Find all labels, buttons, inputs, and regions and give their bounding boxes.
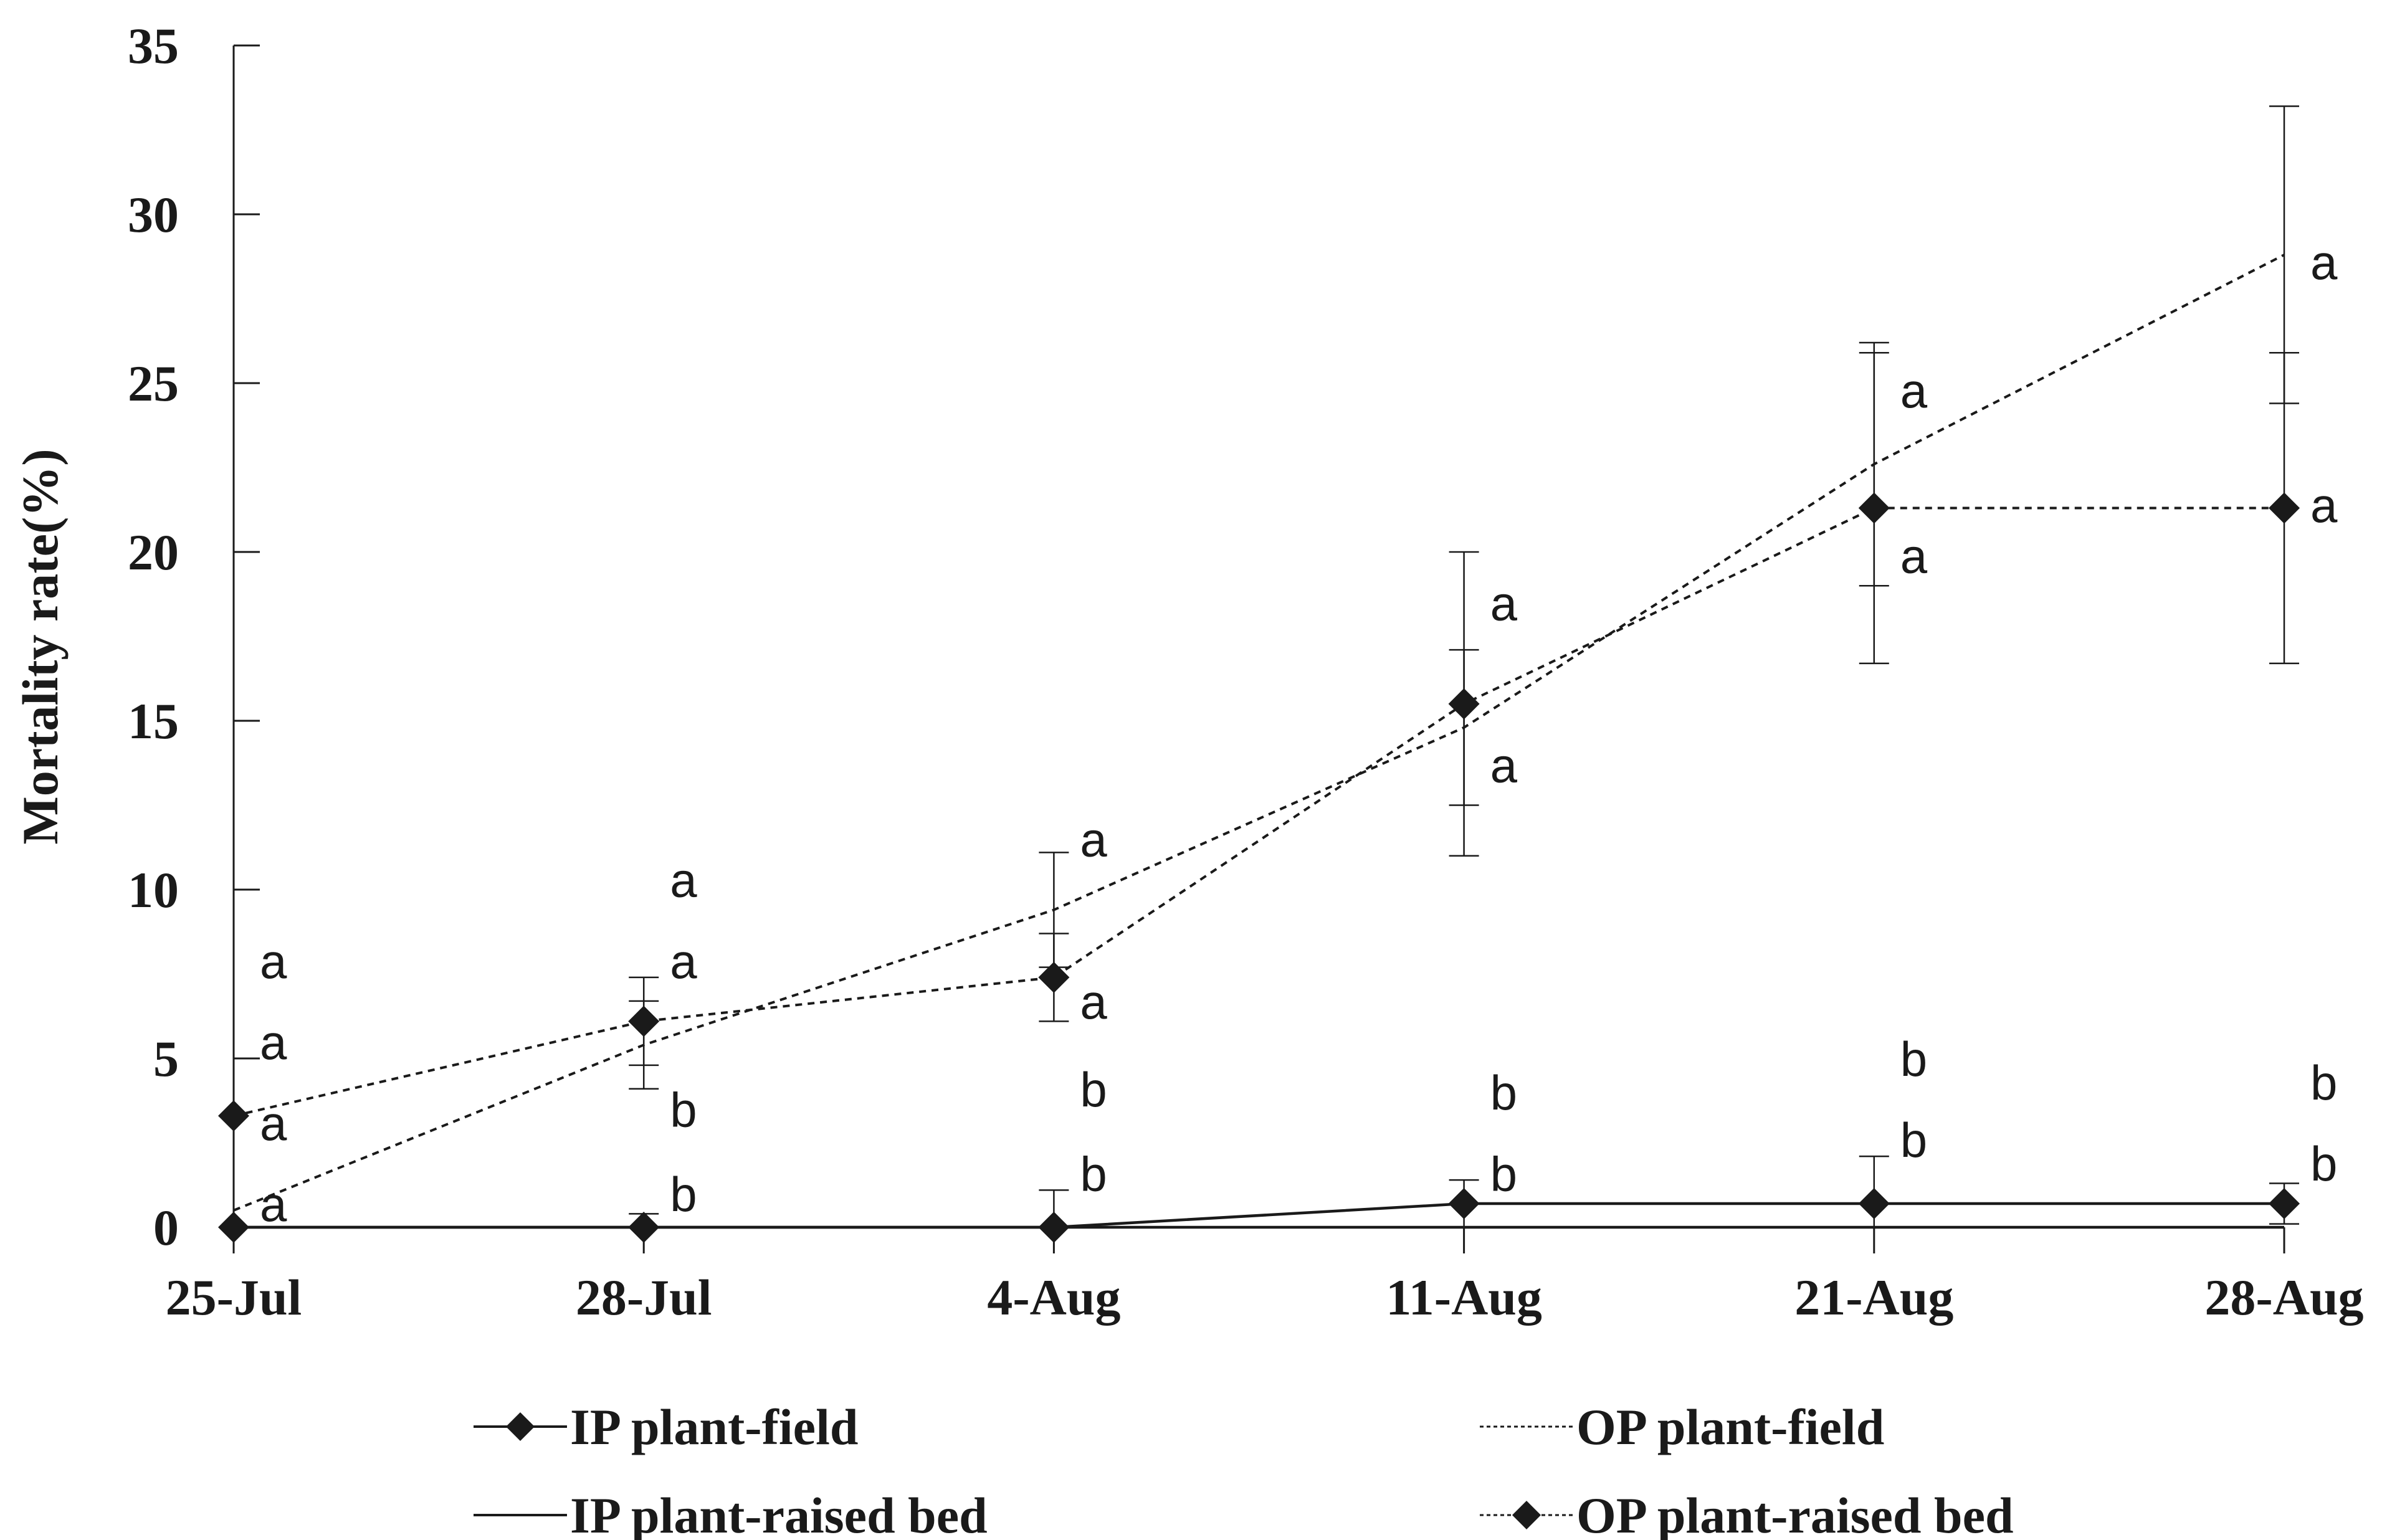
significance-letter: b: [1490, 1146, 1517, 1201]
significance-letter: b: [670, 1082, 697, 1137]
x-tick-label: 28-Aug: [2204, 1269, 2363, 1326]
y-tick-label: 30: [128, 186, 179, 243]
data-point-op-plant-raised-bed: [2269, 492, 2300, 524]
data-point-ip-plant-field: [218, 1212, 249, 1243]
data-point-op-plant-raised-bed: [1858, 492, 1890, 524]
significance-letter: b: [1900, 1032, 1927, 1086]
y-tick-label: 25: [128, 355, 179, 412]
y-tick-label: 10: [128, 862, 179, 918]
data-point-ip-plant-field: [1038, 1212, 1070, 1243]
legend-label-op-plant-raised-bed: OP plant-raised bed: [1576, 1487, 2014, 1540]
significance-letter: b: [1490, 1065, 1517, 1120]
legend-label-ip-plant-field: IP plant-field: [570, 1399, 858, 1455]
series-line-ip-plant-field: [234, 1202, 2284, 1229]
significance-letter: a: [260, 934, 287, 989]
significance-letter: b: [1900, 1113, 1927, 1167]
axes: 0 5 10 15 20 25 30 35 25-Jul 28-Jul 4-Aug 11-Aug 21-…: [128, 17, 2364, 1326]
legend-label-op-plant-field: OP plant-field: [1576, 1399, 1884, 1455]
significance-letter: a: [2310, 478, 2338, 533]
significance-letter: a: [1490, 576, 1518, 630]
x-tick-label: 4-Aug: [987, 1269, 1120, 1326]
data-point-ip-plant-field: [1448, 1188, 1480, 1220]
data-markers: [218, 492, 2300, 1243]
y-axis-title: Mortality rate(%): [12, 449, 69, 844]
data-point-op-plant-raised-bed: [218, 1100, 249, 1132]
significance-letter: a: [1900, 528, 1928, 583]
legend-label-ip-plant-raised-bed: IP plant-raised bed: [570, 1487, 988, 1540]
significance-letter: a: [2310, 235, 2338, 290]
series-lines: [233, 254, 2285, 1229]
significance-letter: b: [2310, 1136, 2337, 1191]
significance-letter: a: [260, 1177, 287, 1232]
significance-letter: b: [1080, 1062, 1107, 1117]
legend-marker-op-plant-raised-bed: [1512, 1501, 1541, 1529]
legend: IP plant-field OP plant-field IP plant-rai…: [474, 1399, 2014, 1540]
y-tick-label: 35: [128, 17, 179, 74]
x-tick-label: 25-Jul: [166, 1269, 302, 1326]
significance-letter: a: [1900, 363, 1928, 418]
legend-marker-ip-plant-field: [506, 1412, 535, 1441]
series-line-op-plant-field: [233, 254, 2285, 1212]
data-point-ip-plant-field: [1858, 1188, 1890, 1220]
significance-letter: a: [1490, 738, 1518, 792]
y-tick-label: 5: [153, 1030, 179, 1087]
significance-letter: a: [1080, 974, 1107, 1029]
significance-letter: a: [1080, 812, 1107, 867]
y-tick-label: 0: [153, 1199, 179, 1256]
series-line-op-plant-raised-bed: [233, 506, 2284, 1118]
x-tick-label: 28-Jul: [576, 1269, 712, 1326]
significance-letter: a: [670, 934, 697, 989]
x-tick-label: 11-Aug: [1386, 1269, 1542, 1326]
significance-letter: b: [2310, 1055, 2337, 1110]
y-tick-label: 15: [128, 693, 179, 749]
error-bars: [629, 105, 2299, 1227]
data-point-op-plant-raised-bed: [1038, 961, 1070, 993]
significance-letter: a: [260, 1015, 287, 1070]
significance-letter: b: [1080, 1146, 1107, 1201]
significance-letter: b: [670, 1167, 697, 1222]
data-point-op-plant-raised-bed: [628, 1005, 660, 1037]
x-tick-label: 21-Aug: [1794, 1269, 1953, 1326]
significance-letter: a: [260, 1096, 287, 1151]
data-point-ip-plant-field: [628, 1212, 660, 1243]
significance-letter: a: [670, 853, 697, 908]
data-point-ip-plant-field: [2269, 1188, 2300, 1220]
data-point-op-plant-raised-bed: [1448, 688, 1480, 720]
y-tick-label: 20: [128, 524, 179, 581]
